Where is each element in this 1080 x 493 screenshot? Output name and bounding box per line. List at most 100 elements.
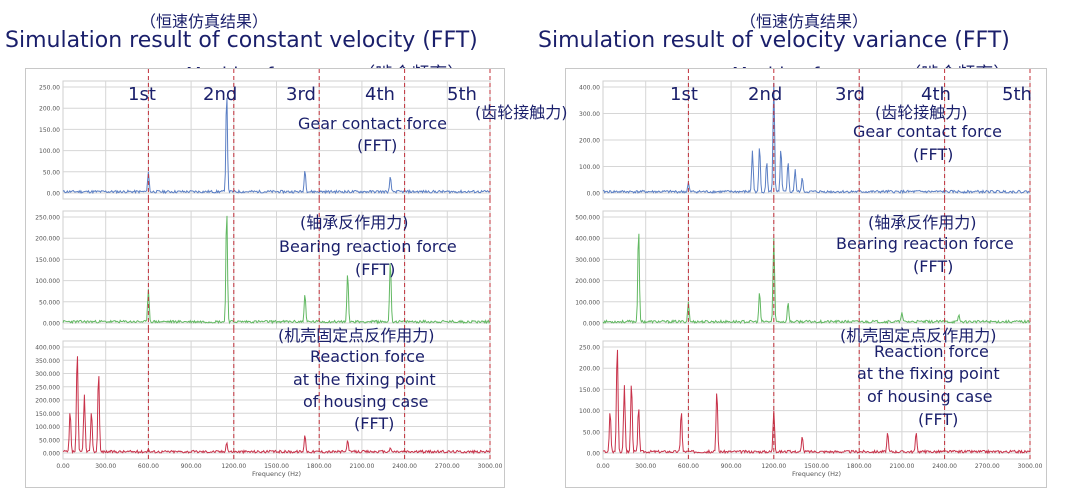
- right-order-5th: 5th: [1002, 84, 1032, 105]
- left-order-5th: 5th: [447, 84, 477, 105]
- left-title-cn: （恒速仿真结果）: [140, 12, 269, 31]
- right-bearing-en: Bearing reaction force: [836, 234, 1014, 253]
- left-housing-xtick-label: 2100.00: [349, 463, 374, 470]
- left-gear-ytick-label: 250.00: [39, 85, 60, 92]
- left-bearing-en: Bearing reaction force: [279, 237, 457, 256]
- right-gear-ytick-label: 300.00: [579, 111, 600, 118]
- left-gear-ytick-label: 50.00: [43, 169, 60, 176]
- left-gear-ytick-label: 150.00: [39, 127, 60, 134]
- right-chart-svg: 400.00 300.00 200.00 100.00 0.00 500.000 400.0…: [575, 69, 1043, 478]
- left-housing-ytick-label: 250.000: [35, 384, 60, 391]
- right-gear-fft: (FFT): [913, 145, 954, 164]
- right-order-3rd: 3rd: [835, 84, 865, 105]
- left-chart-panel: 250.00 200.00 150.00 100.00 50.00 0.00 250.000…: [25, 68, 505, 488]
- left-housing-xtick-label: 3000.00: [478, 463, 503, 470]
- left-housing-en3: of housing case: [303, 392, 429, 411]
- left-housing-ytick-label: 300.000: [35, 371, 60, 378]
- right-title-cn: （恒速仿真结果）: [740, 12, 869, 31]
- left-housing-series-line: [62, 356, 491, 455]
- left-gear-series-line: [62, 97, 491, 195]
- left-housing-ytick-label: 400.000: [35, 345, 60, 352]
- right-gear-ytick-label: 0.00: [587, 191, 601, 198]
- left-housing-ytick-label: 150.000: [35, 411, 60, 418]
- right-housing-series-line: [602, 349, 1031, 455]
- left-housing-xtick-label: 1200.00: [221, 463, 246, 470]
- right-gear-ytick-label: 200.00: [579, 138, 600, 145]
- left-housing-xtick-label: 1500.00: [264, 463, 289, 470]
- right-housing-ytick-label: 100.00: [579, 408, 600, 415]
- left-order-4th: 4th: [365, 84, 395, 105]
- left-housing-ytick-label: 200.000: [35, 398, 60, 405]
- right-gear-ytick-label: 400.00: [579, 85, 600, 92]
- right-housing-en1: Reaction force: [874, 342, 989, 361]
- left-housing-group: 400.000 350.000 300.000 250.000 200.000 150.0…: [35, 329, 503, 478]
- right-housing-ytick-label: 250.00: [579, 345, 600, 352]
- right-gear-cn: (齿轮接触力): [875, 103, 968, 122]
- right-housing-xtick-label: 900.00: [721, 463, 742, 470]
- left-order-1st: 1st: [128, 84, 156, 105]
- left-housing-xtick-label: 2400.00: [392, 463, 417, 470]
- left-bearing-series-line: [62, 215, 491, 325]
- left-housing-xtick-label: 1800.00: [307, 463, 332, 470]
- right-housing-xtick-label: 0.00: [596, 463, 610, 470]
- left-bearing-ytick-label: 200.000: [35, 236, 60, 243]
- right-gear-ytick-label: 100.00: [579, 164, 600, 171]
- right-housing-xtick-label: 600.00: [678, 463, 699, 470]
- left-housing-ytick-label: 50.000: [39, 437, 60, 444]
- left-bearing-fft: (FFT): [355, 260, 396, 279]
- right-bearing-ytick-label: 0.000: [583, 321, 600, 328]
- right-housing-xtick-label: 3000.00: [1018, 463, 1043, 470]
- left-bearing-group: 250.000 200.000 150.000 100.000 50.000 0.000: [35, 199, 491, 330]
- left-bearing-ytick-label: 250.000: [35, 215, 60, 222]
- left-bearing-ytick-label: 50.000: [39, 299, 60, 306]
- left-gear-cn: (齿轮接触力): [475, 103, 568, 122]
- left-gear-ytick-label: 0.00: [47, 191, 61, 198]
- left-bearing-ytick-label: 100.000: [35, 278, 60, 285]
- right-housing-xtick-label: 1500.00: [804, 463, 829, 470]
- right-housing-ytick-label: 50.00: [583, 429, 600, 436]
- left-housing-cn: (机壳固定点反作用力): [278, 326, 435, 345]
- left-housing-ytick-label: 0.000: [43, 451, 60, 458]
- left-order-3rd: 3rd: [286, 84, 316, 105]
- right-housing-ytick-label: 200.00: [579, 366, 600, 373]
- left-order-2nd: 2nd: [203, 84, 238, 105]
- right-housing-ytick-label: 0.00: [587, 451, 601, 458]
- right-bearing-series-line: [602, 233, 1031, 325]
- right-housing-group: 250.00 200.00 150.00 100.00 50.00 0.00 0.00 300…: [579, 329, 1043, 478]
- right-bearing-cn: (轴承反作用力): [868, 213, 977, 232]
- right-housing-xtick-label: 2700.00: [975, 463, 1000, 470]
- left-housing-en2: at the fixing point: [293, 370, 436, 389]
- right-housing-cn: (机壳固定点反作用力): [840, 326, 997, 345]
- left-housing-fft: (FFT): [354, 414, 395, 433]
- right-housing-x-axis-label: Frequency (Hz): [792, 470, 841, 478]
- left-housing-xtick-label: 900.00: [181, 463, 202, 470]
- left-gear-group: 250.00 200.00 150.00 100.00 50.00 0.00: [39, 69, 491, 200]
- right-bearing-fft: (FFT): [913, 257, 954, 276]
- left-bearing-ytick-label: 150.000: [35, 257, 60, 264]
- right-bearing-ytick-label: 300.000: [575, 257, 600, 264]
- right-housing-en2: at the fixing point: [857, 364, 1000, 383]
- left-title-en: Simulation result of constant velocity (…: [5, 28, 478, 53]
- right-order-4th: 4th: [921, 84, 951, 105]
- left-housing-xtick-label: 300.00: [95, 463, 116, 470]
- right-housing-xtick-label: 2400.00: [932, 463, 957, 470]
- left-housing-ytick-label: 350.000: [35, 358, 60, 365]
- right-bearing-ytick-label: 200.000: [575, 278, 600, 285]
- left-chart-svg: 250.00200.00150.00100.0050.000.00250.000…: [35, 69, 503, 478]
- left-gear-en: Gear contact force: [298, 114, 447, 133]
- right-housing-en3: of housing case: [867, 387, 993, 406]
- right-bearing-ytick-label: 500.000: [575, 215, 600, 222]
- left-housing-xtick-label: 600.00: [138, 463, 159, 470]
- right-chart-panel: 400.00 300.00 200.00 100.00 0.00 500.000 400.0…: [565, 68, 1047, 488]
- left-housing-en1: Reaction force: [310, 347, 425, 366]
- right-housing-xtick-label: 300.00: [635, 463, 656, 470]
- left-housing-xtick-label: 0.00: [56, 463, 70, 470]
- right-order-2nd: 2nd: [748, 84, 783, 105]
- right-housing-fft: (FFT): [918, 410, 959, 429]
- left-bearing-ytick-label: 0.000: [43, 321, 60, 328]
- right-bearing-ytick-label: 100.000: [575, 299, 600, 306]
- left-gear-fft: (FFT): [357, 136, 398, 155]
- right-title-en: Simulation result of velocity variance (…: [538, 28, 1010, 53]
- right-housing-xtick-label: 2100.00: [889, 463, 914, 470]
- right-gear-en: Gear contact force: [853, 122, 1002, 141]
